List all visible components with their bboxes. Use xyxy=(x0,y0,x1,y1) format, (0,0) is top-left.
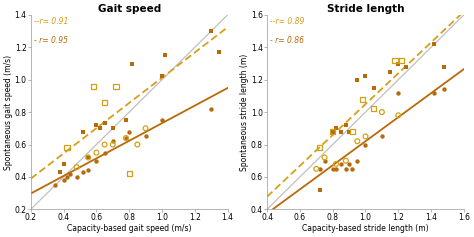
Point xyxy=(101,100,109,104)
Point xyxy=(63,146,71,150)
Point xyxy=(394,62,402,65)
Point xyxy=(207,29,215,33)
Point xyxy=(101,151,109,155)
Point xyxy=(316,188,323,192)
Point xyxy=(92,151,100,155)
Point xyxy=(84,155,92,159)
Point xyxy=(112,84,120,88)
Point xyxy=(337,162,345,166)
Point xyxy=(348,130,356,133)
Point xyxy=(80,170,87,174)
Point xyxy=(329,130,337,133)
Point xyxy=(73,175,81,179)
Point xyxy=(158,75,166,78)
Point xyxy=(109,139,117,143)
Text: - r= 0.86: - r= 0.86 xyxy=(271,36,304,45)
Point xyxy=(332,162,340,166)
Point xyxy=(321,159,328,163)
Point xyxy=(348,167,356,171)
Point xyxy=(60,162,67,166)
Point xyxy=(329,130,337,133)
X-axis label: Capacity-based stride length (m): Capacity-based stride length (m) xyxy=(302,224,429,233)
Point xyxy=(312,167,320,171)
X-axis label: Capacity-based gait speed (m/s): Capacity-based gait speed (m/s) xyxy=(67,224,191,233)
Point xyxy=(430,91,438,95)
Point xyxy=(162,54,169,57)
Point xyxy=(122,136,130,140)
Point xyxy=(128,62,136,65)
Y-axis label: Spontaneous gait speed (m/s): Spontaneous gait speed (m/s) xyxy=(4,55,13,170)
Point xyxy=(398,58,405,62)
Point xyxy=(403,65,410,69)
Point xyxy=(440,65,448,69)
Point xyxy=(342,123,350,127)
Point xyxy=(109,143,117,146)
Point xyxy=(391,58,399,62)
Point xyxy=(354,78,361,82)
Point xyxy=(346,162,353,166)
Title: Gait speed: Gait speed xyxy=(98,4,161,14)
Point xyxy=(329,167,337,171)
Point xyxy=(342,167,350,171)
Point xyxy=(92,123,100,127)
Point xyxy=(89,84,97,88)
Point xyxy=(84,155,92,159)
Point xyxy=(386,70,394,73)
Point xyxy=(440,87,448,91)
Point xyxy=(52,183,59,187)
Title: Stride length: Stride length xyxy=(327,4,404,14)
Point xyxy=(370,107,377,111)
Point xyxy=(73,165,81,169)
Point xyxy=(207,107,215,111)
Point xyxy=(126,172,133,176)
Point xyxy=(60,178,67,182)
Text: --r= 0.91: --r= 0.91 xyxy=(34,17,69,26)
Point xyxy=(362,75,369,78)
Point xyxy=(346,130,353,133)
Point xyxy=(158,118,166,122)
Point xyxy=(358,97,366,101)
Point xyxy=(134,143,141,146)
Point xyxy=(354,159,361,163)
Point xyxy=(332,126,340,130)
Point xyxy=(63,175,71,179)
Point xyxy=(342,159,350,163)
Point xyxy=(101,122,109,125)
Point xyxy=(96,126,103,130)
Point xyxy=(394,91,402,95)
Point xyxy=(109,126,117,130)
Point xyxy=(378,110,386,114)
Point xyxy=(362,143,369,146)
Point xyxy=(321,155,328,159)
Point xyxy=(101,143,109,146)
Text: - r= 0.95: - r= 0.95 xyxy=(34,36,68,45)
Point xyxy=(430,42,438,46)
Point xyxy=(92,159,100,163)
Point xyxy=(362,135,369,138)
Point xyxy=(316,146,323,150)
Point xyxy=(84,169,92,172)
Point xyxy=(80,130,87,133)
Point xyxy=(126,130,133,133)
Point xyxy=(316,167,323,171)
Point xyxy=(216,50,223,54)
Text: --r= 0.89: --r= 0.89 xyxy=(271,17,305,26)
Point xyxy=(122,136,130,140)
Point xyxy=(56,170,64,174)
Point xyxy=(370,86,377,90)
Y-axis label: Spontaneous stride length (m): Spontaneous stride length (m) xyxy=(240,54,249,171)
Point xyxy=(394,114,402,117)
Point xyxy=(122,118,130,122)
Point xyxy=(354,139,361,143)
Point xyxy=(142,135,149,138)
Point xyxy=(66,172,74,176)
Point xyxy=(378,135,386,138)
Point xyxy=(142,126,149,130)
Point xyxy=(332,167,340,171)
Point xyxy=(337,130,345,133)
